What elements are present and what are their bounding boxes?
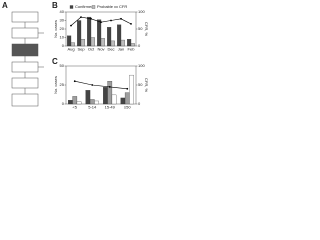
bar [127,39,132,47]
x-tick-label: Feb [128,47,136,52]
bar [111,94,117,105]
cfr-point [130,23,132,25]
bar [87,16,92,47]
legend-swatch [91,5,96,9]
y-tick-label: 40 [60,9,65,14]
bar [120,97,126,105]
bar [130,43,135,47]
bar [103,87,108,105]
bar [90,37,95,47]
x-tick-label: ≥50 [124,105,131,110]
flow-box [11,61,39,73]
bar [129,74,134,105]
flow-box [11,77,39,89]
y2-tick-label: 100 [138,9,145,14]
y2-tick-label: 50 [138,82,143,87]
x-tick-label: 15-49 [105,105,116,110]
y2-tick-label: 100 [138,63,145,68]
cfr-point [110,19,112,22]
cfr-line [74,80,128,90]
y2-tick-label: 0 [138,43,141,48]
cfr-point [108,86,111,88]
bar [97,19,102,47]
x-tick-label: Sep [77,47,85,52]
cfr-point [80,16,82,18]
cfr-point [90,17,92,20]
bar [107,81,113,105]
y-tick-label: 0 [62,101,65,106]
y2-axis-label: CFR, % [144,22,149,36]
y2-axis-label: CFR, % [144,78,149,92]
x-tick-label: Nov [97,47,104,52]
legend-swatch [69,5,74,9]
y-tick-label: 50 [60,63,65,68]
bar [89,99,95,105]
x-tick-label: 5-14 [88,105,97,110]
cfr-point [100,21,102,24]
cfr-point [120,17,122,20]
x-tick-label: <5 [72,105,77,110]
legend-label: CFR [119,4,127,9]
cfr-point [91,84,94,86]
bar [72,96,78,105]
bar [77,20,82,47]
cfr-point [126,87,129,90]
y-tick-label: 20 [60,26,65,31]
bar [124,92,130,105]
x-tick-label: Jan [118,47,124,52]
y-axis-label: No. cases [53,20,58,38]
flowchart [11,11,44,107]
y-tick-label: 25 [60,82,65,87]
y2-tick-label: 50 [138,26,143,31]
y-tick-label: 0 [62,43,65,48]
cfr-point [73,80,76,83]
legend-label: Probable [97,4,114,9]
y-axis-label: No. cases [53,76,58,94]
bar [76,101,82,105]
panel-label: B [52,1,58,10]
figure: A B C 0 10 20 30 40 0 50 100 No. cases CFR, % Aug S… [2,1,149,110]
x-tick-label: Oct [88,47,95,52]
bar [80,39,85,47]
x-tick-label: Dec [107,47,114,52]
flow-box [11,11,39,23]
bar [120,39,125,47]
cfr-point [70,24,72,27]
panel-label: A [2,1,8,10]
y2-tick-label: 0 [138,101,141,106]
bar [107,27,112,47]
x-tick-label: Aug [67,47,74,52]
bar [85,90,91,105]
y-tick-label: 30 [60,18,65,23]
bar [110,40,115,47]
flow-box [11,43,39,57]
bar [100,38,105,47]
page: A B C 0 10 20 30 40 0 50 100 No. cases CFR, % Aug S… [0,0,150,114]
flow-box [11,27,39,39]
bar [94,100,99,105]
bar [117,24,122,47]
bar [70,42,75,47]
panel-label: C [52,57,58,66]
flow-box [11,93,39,107]
legend-label: Confirmed [75,4,93,9]
bar [67,35,72,47]
bar [68,100,73,105]
y-tick-label: 10 [60,35,65,40]
